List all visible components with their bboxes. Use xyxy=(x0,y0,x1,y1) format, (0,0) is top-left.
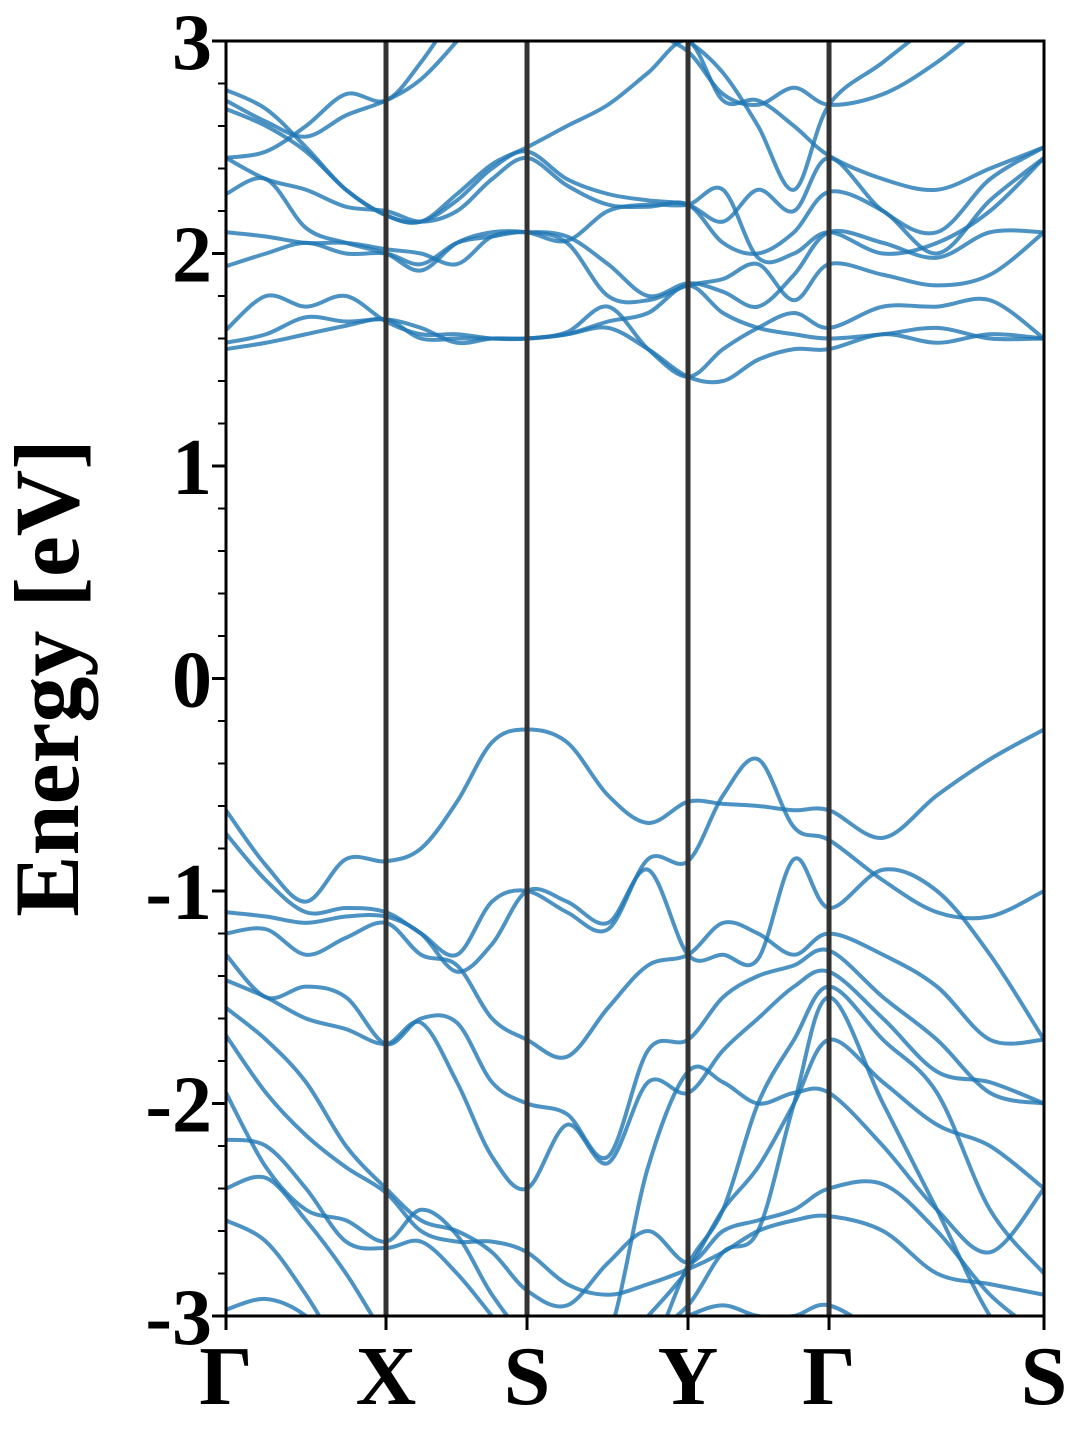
x-tick-label: Γ xyxy=(802,1330,855,1423)
bands xyxy=(226,41,1044,1316)
band-line xyxy=(226,107,1044,236)
band-line xyxy=(226,756,1044,958)
band-line xyxy=(226,727,1044,904)
band-line xyxy=(226,995,993,1316)
band-line xyxy=(226,968,1044,1192)
band-line xyxy=(226,920,1044,1060)
band-line xyxy=(226,1006,1019,1316)
band-line xyxy=(226,283,1044,346)
band-line xyxy=(226,856,1044,1041)
y-axis-label: Energy [eV] xyxy=(0,439,98,917)
y-tick-label: 2 xyxy=(172,212,212,300)
band-line xyxy=(226,1037,1044,1316)
x-tick-label: Y xyxy=(658,1330,719,1423)
y-tick-label: 0 xyxy=(172,637,212,725)
band-line xyxy=(226,41,968,139)
band-line xyxy=(226,293,1044,379)
y-tick-label: -2 xyxy=(145,1062,212,1150)
x-tick-label: S xyxy=(1021,1330,1068,1423)
band-line xyxy=(226,230,1044,305)
band-line xyxy=(226,1296,856,1316)
band-line xyxy=(226,156,1044,273)
band-line xyxy=(226,155,1044,256)
y-tick-label: 3 xyxy=(172,0,212,87)
band-line xyxy=(226,984,1044,1316)
band-line xyxy=(226,41,914,192)
band-line xyxy=(226,41,1044,225)
x-tick-label: X xyxy=(356,1330,417,1423)
y-tick-label: 1 xyxy=(172,424,212,512)
x-tick-label: S xyxy=(504,1330,551,1423)
band-line xyxy=(226,1034,1044,1297)
band-line xyxy=(226,947,1044,1161)
plot-frame xyxy=(224,39,1046,1318)
x-tick-label: Γ xyxy=(199,1330,252,1423)
band-line xyxy=(226,1064,1044,1316)
y-tick-label: -3 xyxy=(145,1274,212,1362)
y-tick-label: -1 xyxy=(145,849,212,937)
